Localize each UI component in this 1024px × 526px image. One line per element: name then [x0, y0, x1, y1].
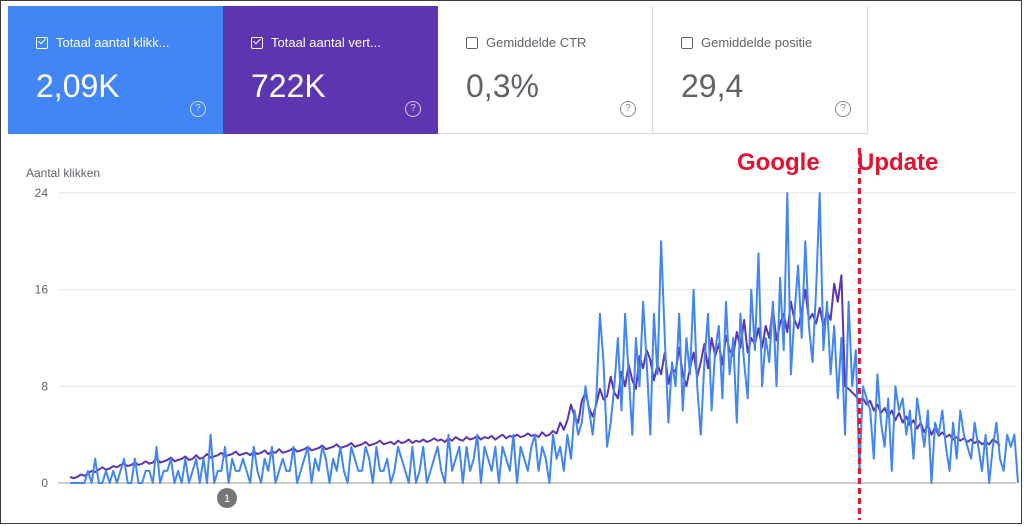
metric-card-ctr[interactable]: Gemiddelde CTR 0,3% ?	[438, 6, 653, 134]
y-ticks: 0 8 16 24	[35, 186, 49, 490]
checkbox-icon[interactable]	[36, 36, 48, 49]
y-tick-label: 24	[35, 186, 49, 200]
help-icon[interactable]: ?	[835, 101, 851, 117]
clicks-chart: Aantal klikken 0 8 16 24 Google Update 1	[26, 148, 1019, 520]
help-icon[interactable]: ?	[190, 101, 206, 117]
metric-value: 0,3%	[466, 68, 539, 104]
help-icon[interactable]: ?	[405, 101, 421, 117]
checkbox-icon[interactable]	[251, 36, 263, 49]
y-tick-label: 8	[41, 379, 48, 393]
series-line-clicks	[70, 192, 1019, 484]
metric-label: Totaal aantal klikk...	[56, 35, 170, 50]
metric-card-clicks[interactable]: Totaal aantal klikk... 2,09K ?	[8, 6, 223, 134]
annotation-badge-label: 1	[224, 493, 230, 505]
checkbox-icon[interactable]	[681, 36, 693, 49]
metric-card-impressions[interactable]: Totaal aantal vert... 722K ?	[223, 6, 438, 134]
metric-label: Gemiddelde positie	[701, 35, 813, 50]
annotation-google: Google	[737, 149, 820, 176]
metric-label: Totaal aantal vert...	[271, 35, 381, 50]
y-tick-label: 0	[41, 476, 48, 490]
metric-value: 2,09K	[36, 68, 120, 104]
metric-value: 722K	[251, 68, 326, 104]
y-axis-label: Aantal klikken	[26, 166, 100, 180]
metric-value: 29,4	[681, 68, 744, 104]
checkbox-icon[interactable]	[466, 36, 478, 49]
y-tick-label: 16	[35, 283, 49, 297]
annotation-badge[interactable]: 1	[217, 488, 237, 508]
metric-card-position[interactable]: Gemiddelde positie 29,4 ?	[653, 6, 868, 134]
annotation-update: Update	[857, 149, 938, 176]
metric-cards: Totaal aantal klikk... 2,09K ? Totaal aa…	[8, 6, 868, 134]
help-icon[interactable]: ?	[620, 101, 636, 117]
metric-label: Gemiddelde CTR	[486, 35, 587, 50]
